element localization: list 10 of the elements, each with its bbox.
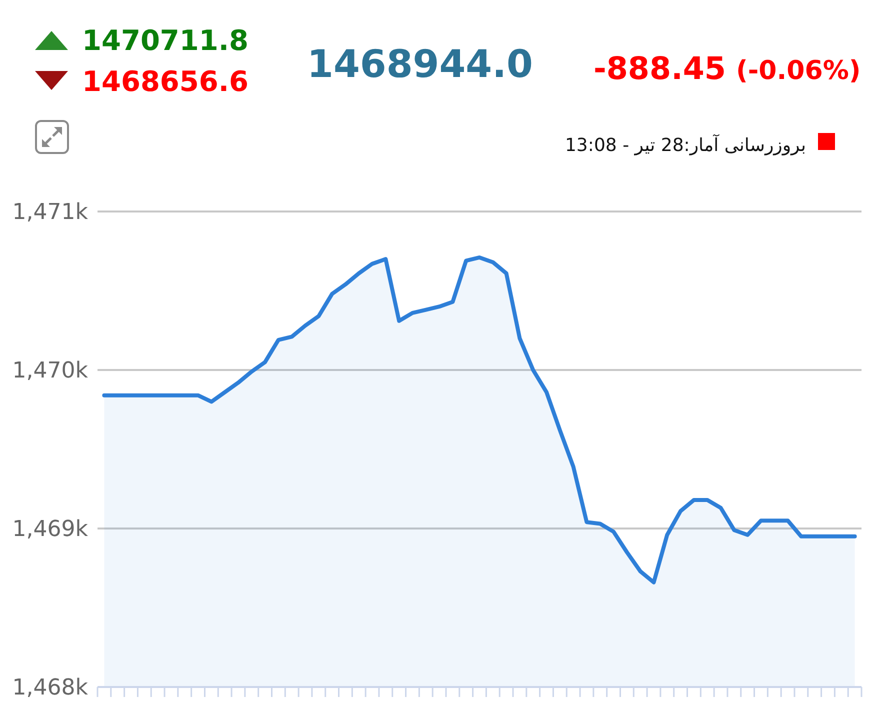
text: بروزرسانی آمار:28 تیر - 13:08 xyxy=(564,134,806,156)
y-tick-label: 1,471k xyxy=(12,200,88,226)
chart-title: 1468944.0 xyxy=(307,42,533,86)
text: (-0.06%) xyxy=(736,56,861,86)
y-tick-label: 1,468k xyxy=(12,676,88,701)
text: 1468656.6 xyxy=(82,65,248,98)
y-tick-label: 1,470k xyxy=(12,358,88,384)
text: -888.45 xyxy=(594,51,726,87)
text: 1470711.8 xyxy=(82,24,248,57)
y-tick-label: 1,469k xyxy=(12,517,88,542)
